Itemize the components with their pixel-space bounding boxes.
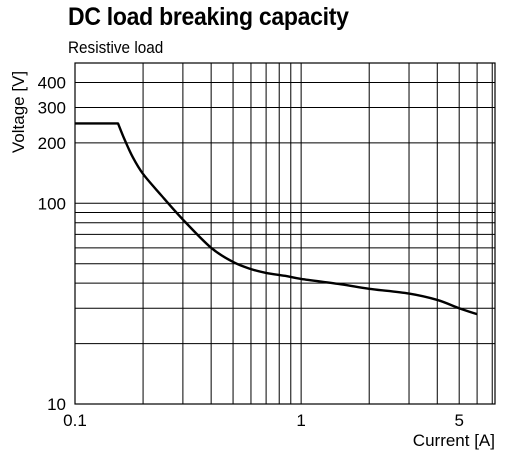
x-tick-label: 5	[454, 411, 463, 430]
y-tick-label: 100	[38, 194, 66, 213]
x-tick-label: 0.1	[63, 411, 87, 430]
y-tick-label: 400	[38, 73, 66, 92]
tick-labels: 0.1 1 5 10 100 200 300 400	[38, 73, 464, 430]
series-layer	[75, 122, 478, 316]
y-tick-label: 10	[47, 395, 66, 414]
chart-subtitle: Resistive load	[68, 38, 164, 57]
chart-title: DC load breaking capacity	[68, 3, 349, 31]
y-axis-label: Voltage [V]	[9, 71, 28, 153]
y-tick-label: 300	[38, 99, 66, 118]
plot-frame	[74, 62, 496, 405]
series-line-0	[75, 122, 478, 316]
grid-lines	[74, 62, 496, 405]
x-tick-label: 1	[296, 411, 305, 430]
y-tick-label: 200	[38, 134, 66, 153]
x-axis-label: Current [A]	[413, 431, 495, 450]
